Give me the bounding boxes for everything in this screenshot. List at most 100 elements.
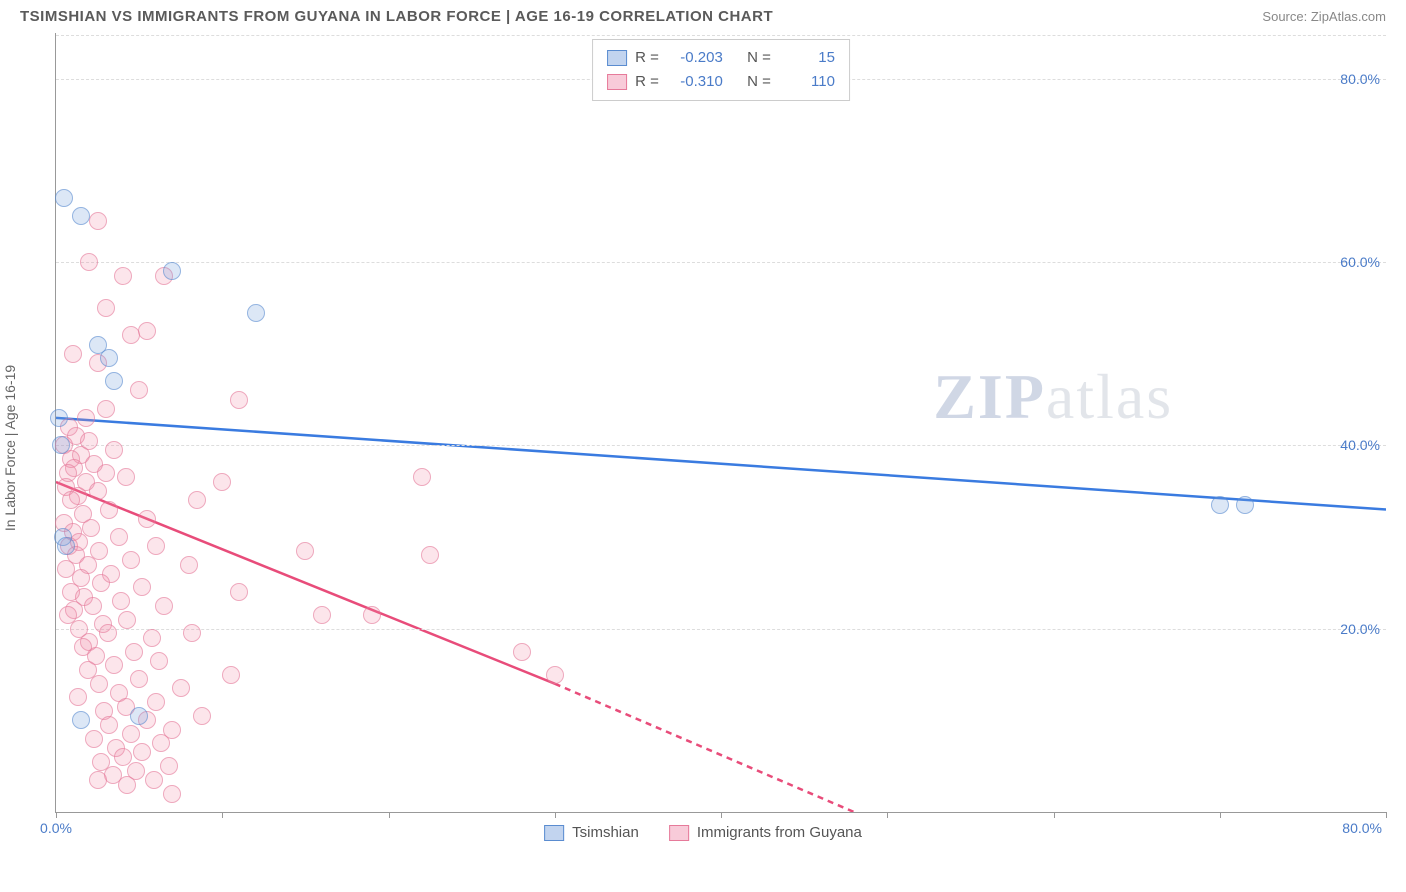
x-tick xyxy=(56,812,57,818)
data-point xyxy=(72,711,90,729)
n-value-1: 15 xyxy=(779,46,835,70)
data-point xyxy=(155,597,173,615)
data-point xyxy=(110,528,128,546)
data-point xyxy=(50,409,68,427)
data-point xyxy=(413,468,431,486)
x-tick xyxy=(887,812,888,818)
data-point xyxy=(247,304,265,322)
r-value-2: -0.310 xyxy=(667,70,723,94)
chart-title: TSIMSHIAN VS IMMIGRANTS FROM GUYANA IN L… xyxy=(20,8,773,25)
source-attribution: Source: ZipAtlas.com xyxy=(1262,9,1386,24)
trend-lines xyxy=(56,33,1386,812)
legend-item-tsimshian: Tsimshian xyxy=(544,824,639,841)
data-point xyxy=(230,391,248,409)
swatch-tsimshian xyxy=(607,50,627,66)
data-point xyxy=(122,326,140,344)
data-point xyxy=(138,322,156,340)
data-point xyxy=(125,643,143,661)
data-point xyxy=(100,716,118,734)
data-point xyxy=(421,546,439,564)
data-point xyxy=(97,464,115,482)
n-label: N = xyxy=(747,46,771,70)
x-tick xyxy=(222,812,223,818)
source-label: Source: xyxy=(1262,9,1307,24)
data-point xyxy=(147,537,165,555)
r-value-1: -0.203 xyxy=(667,46,723,70)
y-tick-label: 40.0% xyxy=(1340,437,1380,453)
data-point xyxy=(163,785,181,803)
data-point xyxy=(118,611,136,629)
data-point xyxy=(112,592,130,610)
n-value-2: 110 xyxy=(779,70,835,94)
data-point xyxy=(72,207,90,225)
data-point xyxy=(133,578,151,596)
data-point xyxy=(1236,496,1254,514)
x-tick-label: 80.0% xyxy=(1342,820,1382,836)
correlation-legend: R = -0.203 N = 15 R = -0.310 N = 110 xyxy=(592,39,850,101)
legend-label-2: Immigrants from Guyana xyxy=(697,824,862,841)
data-point xyxy=(57,537,75,555)
x-tick xyxy=(555,812,556,818)
data-point xyxy=(55,189,73,207)
data-point xyxy=(143,629,161,647)
chart-area: In Labor Force | Age 16-19 ZIPatlas R = … xyxy=(20,33,1386,863)
data-point xyxy=(172,679,190,697)
data-point xyxy=(100,501,118,519)
n-label-2: N = xyxy=(747,70,771,94)
data-point xyxy=(97,400,115,418)
data-point xyxy=(513,643,531,661)
x-tick xyxy=(1220,812,1221,818)
r-label-2: R = xyxy=(635,70,659,94)
plot-region: ZIPatlas R = -0.203 N = 15 R = -0.310 N … xyxy=(55,33,1386,813)
data-point xyxy=(150,652,168,670)
data-point xyxy=(222,666,240,684)
data-point xyxy=(133,743,151,761)
data-point xyxy=(114,267,132,285)
data-point xyxy=(97,299,115,317)
x-tick xyxy=(389,812,390,818)
swatch-guyana xyxy=(607,74,627,90)
y-axis-title: In Labor Force | Age 16-19 xyxy=(2,365,18,531)
data-point xyxy=(138,510,156,528)
data-point xyxy=(84,597,102,615)
data-point xyxy=(1211,496,1229,514)
gridline xyxy=(56,35,1386,36)
swatch-icon xyxy=(669,825,689,841)
data-point xyxy=(100,349,118,367)
data-point xyxy=(145,771,163,789)
data-point xyxy=(105,372,123,390)
r-label: R = xyxy=(635,46,659,70)
data-point xyxy=(89,212,107,230)
data-point xyxy=(163,262,181,280)
data-point xyxy=(105,441,123,459)
data-point xyxy=(130,707,148,725)
data-point xyxy=(183,624,201,642)
data-point xyxy=(152,734,170,752)
data-point xyxy=(193,707,211,725)
data-point xyxy=(77,409,95,427)
x-tick xyxy=(1386,812,1387,818)
data-point xyxy=(89,482,107,500)
data-point xyxy=(89,771,107,789)
data-point xyxy=(117,468,135,486)
legend-row-2: R = -0.310 N = 110 xyxy=(607,70,835,94)
y-tick-label: 20.0% xyxy=(1340,621,1380,637)
data-point xyxy=(313,606,331,624)
data-point xyxy=(130,381,148,399)
swatch-icon xyxy=(544,825,564,841)
x-tick xyxy=(1054,812,1055,818)
data-point xyxy=(546,666,564,684)
data-point xyxy=(85,730,103,748)
x-tick-label: 0.0% xyxy=(40,820,72,836)
chart-header: TSIMSHIAN VS IMMIGRANTS FROM GUYANA IN L… xyxy=(0,0,1406,29)
legend-row-1: R = -0.203 N = 15 xyxy=(607,46,835,70)
data-point xyxy=(99,624,117,642)
source-link[interactable]: ZipAtlas.com xyxy=(1311,9,1386,24)
legend-item-guyana: Immigrants from Guyana xyxy=(669,824,862,841)
data-point xyxy=(90,675,108,693)
data-point xyxy=(188,491,206,509)
data-point xyxy=(105,656,123,674)
data-point xyxy=(64,345,82,363)
data-point xyxy=(122,551,140,569)
data-point xyxy=(69,688,87,706)
